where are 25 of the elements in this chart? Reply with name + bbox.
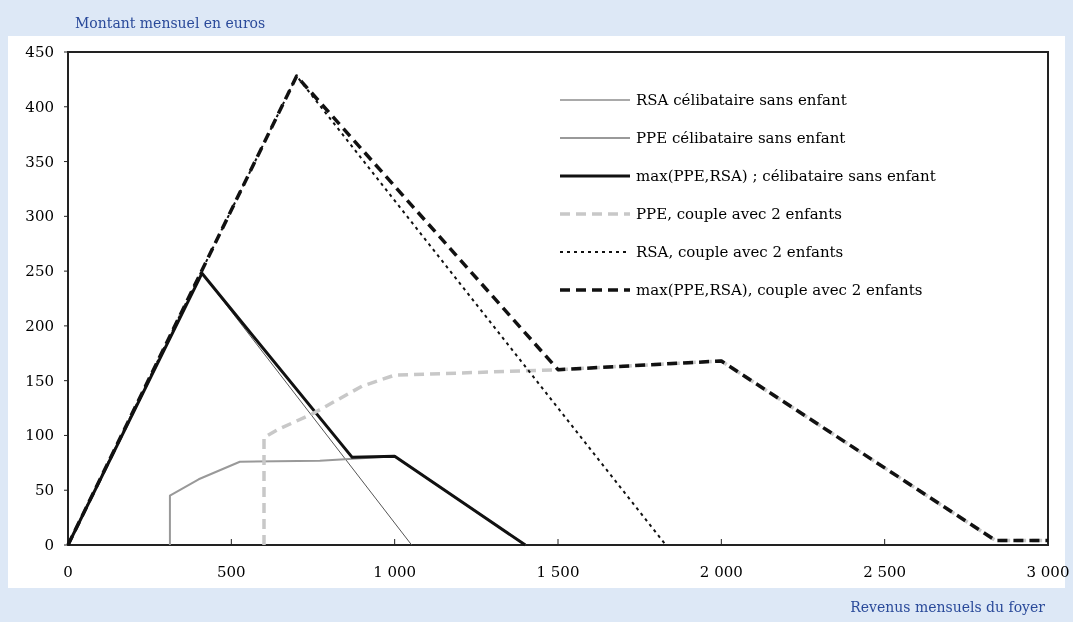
y-tick-label: 400 xyxy=(25,97,54,116)
y-tick-label: 100 xyxy=(25,426,54,445)
x-tick-label: 2 000 xyxy=(699,563,743,581)
x-tick-label: 0 xyxy=(63,563,73,581)
x-tick-label: 1 500 xyxy=(536,563,580,581)
legend-label: max(PPE,RSA), couple avec 2 enfants xyxy=(636,281,923,299)
y-tick-label: 50 xyxy=(34,481,54,500)
x-axis-title: Revenus mensuels du foyer xyxy=(850,599,1046,615)
y-tick-label: 200 xyxy=(25,316,54,335)
legend-label: RSA, couple avec 2 enfants xyxy=(636,243,844,261)
x-tick-label: 500 xyxy=(217,563,246,581)
x-tick-label: 3 000 xyxy=(1026,563,1070,581)
legend-label: RSA célibataire sans enfant xyxy=(636,91,847,109)
y-tick-label: 300 xyxy=(25,207,54,226)
legend-label: max(PPE,RSA) ; célibataire sans enfant xyxy=(636,167,936,185)
x-tick-label: 1 000 xyxy=(373,563,417,581)
y-tick-label: 450 xyxy=(25,43,54,61)
y-tick-label: 250 xyxy=(25,262,54,281)
x-tick-label: 2 500 xyxy=(863,563,907,581)
legend-label: PPE, couple avec 2 enfants xyxy=(636,205,843,223)
y-tick-label: 0 xyxy=(44,536,54,554)
y-tick-label: 350 xyxy=(25,152,54,171)
y-axis-title: Montant mensuel en euros xyxy=(75,15,266,31)
y-tick-label: 150 xyxy=(25,371,54,390)
legend-label: PPE célibataire sans enfant xyxy=(636,129,846,147)
